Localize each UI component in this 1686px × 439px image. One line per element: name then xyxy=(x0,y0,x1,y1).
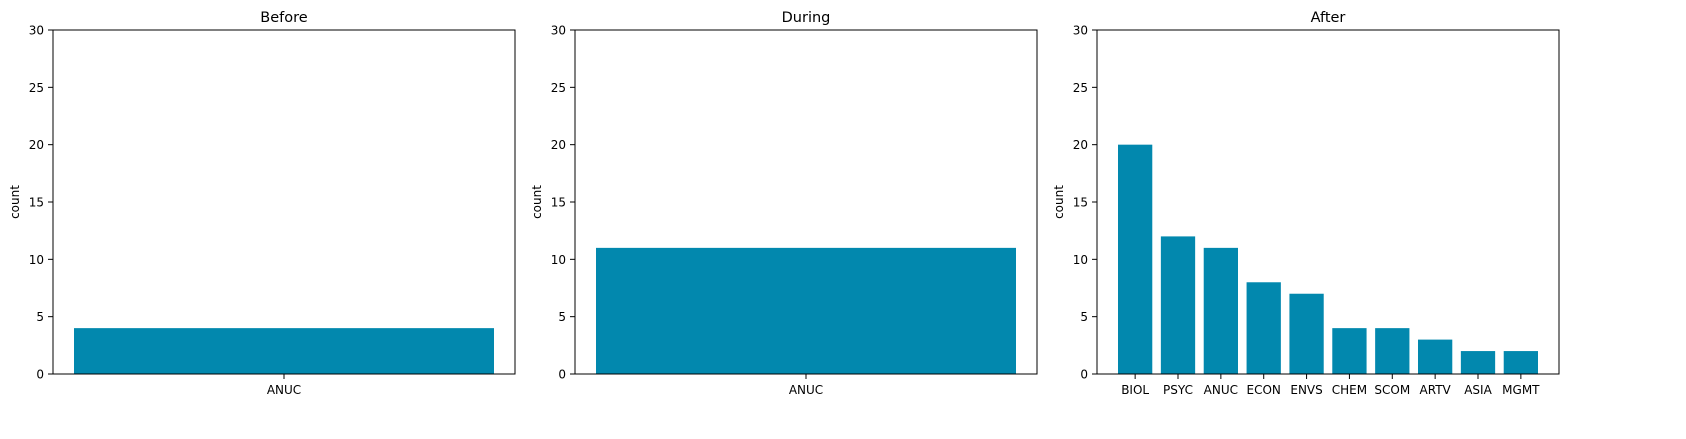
y-tick-label: 5 xyxy=(1080,310,1088,324)
y-tick-label: 5 xyxy=(36,310,44,324)
bar-anuc xyxy=(74,328,494,374)
y-tick-label: 0 xyxy=(36,368,44,382)
y-tick-label: 20 xyxy=(551,138,566,152)
y-tick-label: 25 xyxy=(29,81,44,95)
y-tick-label: 15 xyxy=(1073,196,1088,210)
bar-envs xyxy=(1289,293,1324,374)
y-tick-label: 25 xyxy=(551,81,566,95)
bar-anuc xyxy=(596,247,1016,374)
x-tick-label: ASIA xyxy=(1464,383,1492,397)
chart-title: After xyxy=(1311,10,1346,26)
subplot-after: BIOL PSYC ANUC ECON ENVS CHEM SCOM ARTV ASIA MGMT… xyxy=(1052,10,1560,397)
y-tick-label: 10 xyxy=(551,253,566,267)
chart-title: During xyxy=(782,10,831,26)
y-tick-label: 15 xyxy=(29,196,44,210)
y-tick-label: 0 xyxy=(1080,368,1088,382)
plot-frame xyxy=(574,29,1038,375)
bar-anuc xyxy=(1203,247,1238,374)
plot-frame xyxy=(52,29,516,375)
x-tick-label: MGMT xyxy=(1502,383,1540,397)
y-tick-label: 30 xyxy=(1073,24,1088,38)
x-tick-label: ANUC xyxy=(1204,383,1238,397)
x-tick-label: CHEM xyxy=(1332,383,1367,397)
bar-econ xyxy=(1246,282,1281,374)
y-tick-label: 30 xyxy=(29,24,44,38)
y-tick-label: 25 xyxy=(1073,81,1088,95)
bar-asia xyxy=(1460,351,1496,374)
x-tick-label: ENVS xyxy=(1290,383,1322,397)
y-tick-label: 15 xyxy=(551,196,566,210)
y-tick-label: 0 xyxy=(558,368,566,382)
y-tick-label: 30 xyxy=(551,24,566,38)
x-tick-label: ANUC xyxy=(267,383,301,397)
bar-artv xyxy=(1418,339,1453,374)
y-tick-label: 5 xyxy=(558,310,566,324)
y-tick-label: 20 xyxy=(1073,138,1088,152)
bar-scom xyxy=(1375,328,1410,374)
bar-chem xyxy=(1332,328,1367,374)
subplot-during: ANUC 0 5 10 15 20 25 30 During count xyxy=(530,10,1038,397)
y-axis-label: count xyxy=(8,185,22,219)
plot-frame xyxy=(1096,29,1560,375)
x-tick-label: ANUC xyxy=(789,383,823,397)
y-tick-label: 20 xyxy=(29,138,44,152)
subplot-before: ANUC 0 5 10 15 20 25 30 Before count xyxy=(8,10,516,397)
x-tick-label: ECON xyxy=(1247,383,1281,397)
x-tick-label: ARTV xyxy=(1420,383,1452,397)
y-tick-label: 10 xyxy=(1073,253,1088,267)
x-tick-label: SCOM xyxy=(1374,383,1410,397)
x-tick-label: PSYC xyxy=(1163,383,1193,397)
y-axis-label: count xyxy=(530,185,544,219)
x-tick-label: BIOL xyxy=(1121,383,1149,397)
bar-biol xyxy=(1118,144,1153,374)
bar-psyc xyxy=(1160,236,1196,374)
y-axis-label: count xyxy=(1052,185,1066,219)
bar-mgmt xyxy=(1503,351,1538,374)
chart-title: Before xyxy=(260,10,307,26)
y-tick-label: 10 xyxy=(29,253,44,267)
